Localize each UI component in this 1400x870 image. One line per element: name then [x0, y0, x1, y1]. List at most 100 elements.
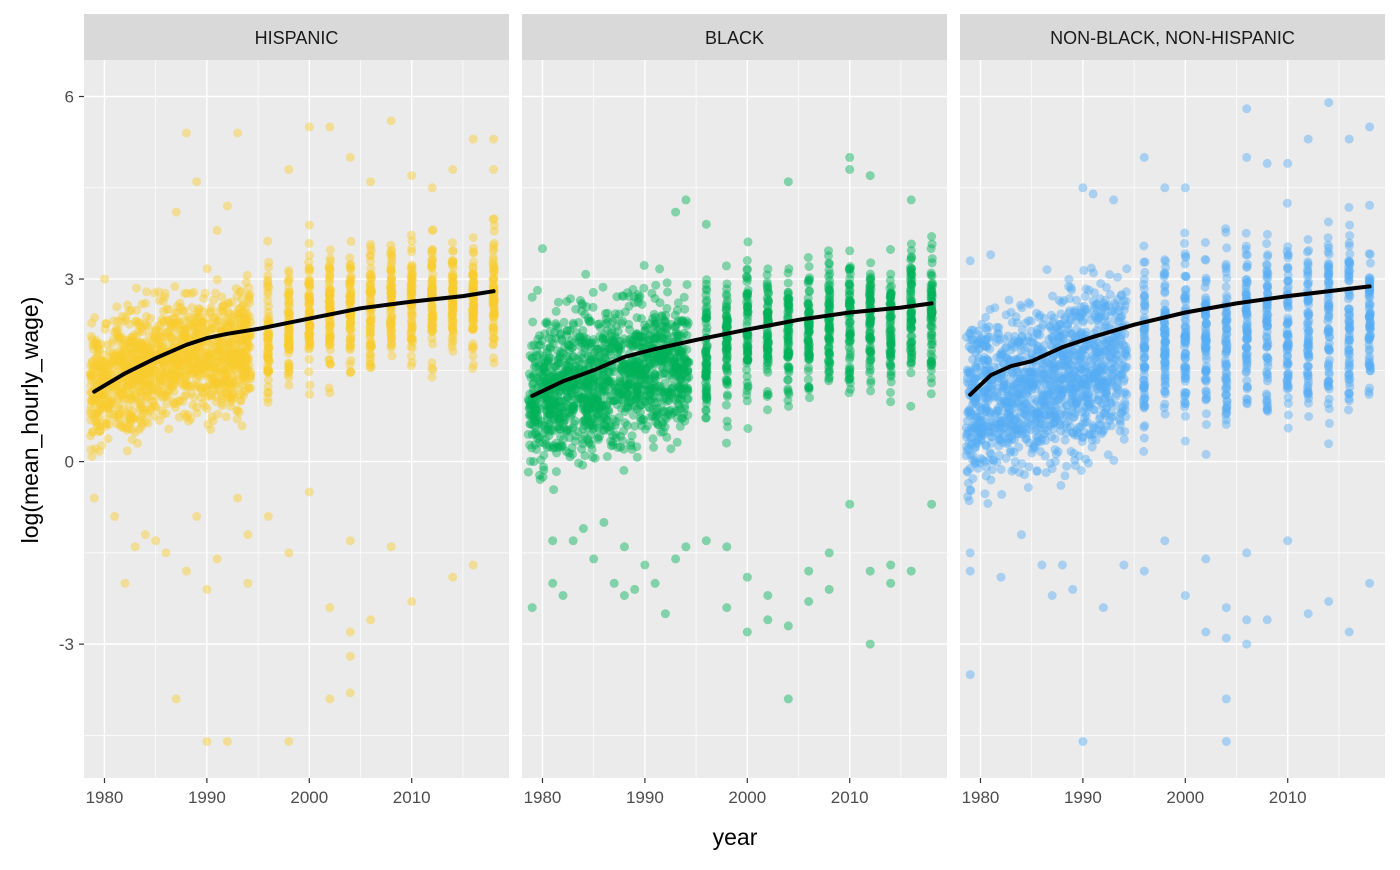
data-point — [489, 323, 498, 332]
data-point — [189, 380, 198, 389]
data-point — [907, 360, 916, 369]
data-point — [606, 397, 615, 406]
data-point — [468, 270, 477, 279]
facet-strip-label: NON-BLACK, NON-HISPANIC — [1050, 28, 1295, 48]
data-point — [633, 453, 642, 462]
data-point — [722, 603, 731, 612]
data-point — [702, 220, 711, 229]
data-point — [305, 221, 314, 230]
data-point — [804, 302, 813, 311]
data-point — [845, 246, 854, 255]
data-point — [448, 165, 457, 174]
data-point — [649, 434, 658, 443]
data-point — [683, 280, 692, 289]
data-point — [663, 288, 672, 297]
data-point — [104, 434, 113, 443]
data-point — [907, 567, 916, 576]
data-point — [469, 283, 478, 292]
data-point — [907, 252, 916, 261]
data-point — [325, 261, 334, 270]
data-point — [525, 441, 534, 450]
data-point — [535, 439, 544, 448]
data-point — [824, 281, 833, 290]
data-point — [620, 591, 629, 600]
data-point — [581, 407, 590, 416]
data-point — [96, 427, 105, 436]
data-point — [112, 302, 121, 311]
data-point — [346, 153, 355, 162]
data-point — [825, 335, 834, 344]
data-point — [630, 292, 639, 301]
data-point — [547, 425, 556, 434]
data-point — [407, 335, 416, 344]
data-point — [805, 354, 814, 363]
data-point — [722, 306, 731, 315]
data-point — [135, 425, 144, 434]
data-point — [120, 390, 129, 399]
data-point — [100, 275, 109, 284]
data-point — [194, 312, 203, 321]
data-point — [346, 324, 355, 333]
data-point — [601, 344, 610, 353]
data-point — [928, 308, 937, 317]
data-point — [1051, 434, 1060, 443]
data-point — [928, 254, 937, 263]
data-point — [585, 437, 594, 446]
data-point — [630, 422, 639, 431]
data-point — [489, 275, 498, 284]
data-point — [102, 414, 111, 423]
data-point — [386, 241, 395, 250]
data-point — [656, 326, 665, 335]
data-point — [428, 183, 437, 192]
data-point — [742, 273, 751, 282]
data-point — [112, 325, 121, 334]
data-point — [569, 536, 578, 545]
data-point — [325, 329, 334, 338]
data-point — [264, 382, 273, 391]
data-point — [366, 243, 375, 252]
data-point — [865, 328, 874, 337]
data-point — [1096, 279, 1105, 288]
data-point — [141, 299, 150, 308]
data-point — [630, 360, 639, 369]
data-point — [236, 396, 245, 405]
data-point — [427, 247, 436, 256]
data-point — [557, 371, 566, 380]
data-point — [244, 342, 253, 351]
data-point — [784, 279, 793, 288]
data-point — [263, 271, 272, 280]
data-point — [89, 345, 98, 354]
data-point — [804, 597, 813, 606]
data-point — [574, 459, 583, 468]
data-point — [1043, 265, 1052, 274]
data-point — [886, 579, 895, 588]
data-point — [407, 597, 416, 606]
data-point — [1105, 270, 1114, 279]
data-point — [243, 579, 252, 588]
data-point — [845, 331, 854, 340]
data-point — [906, 284, 915, 293]
data-point — [386, 284, 395, 293]
data-point — [783, 375, 792, 384]
data-point — [886, 313, 895, 322]
data-point — [620, 334, 629, 343]
data-point — [612, 417, 621, 426]
data-point — [722, 542, 731, 551]
data-point — [545, 407, 554, 416]
data-point — [229, 394, 238, 403]
data-point — [528, 293, 537, 302]
data-point — [304, 345, 313, 354]
data-point — [140, 348, 149, 357]
data-point — [170, 354, 179, 363]
data-point — [584, 381, 593, 390]
data-point — [126, 417, 135, 426]
data-point — [213, 275, 222, 284]
data-point — [825, 292, 834, 301]
data-point — [448, 246, 457, 255]
data-point — [784, 264, 793, 273]
data-point — [217, 350, 226, 359]
data-point — [98, 372, 107, 381]
y-tick-label: 3 — [65, 270, 74, 289]
data-point — [408, 309, 417, 318]
